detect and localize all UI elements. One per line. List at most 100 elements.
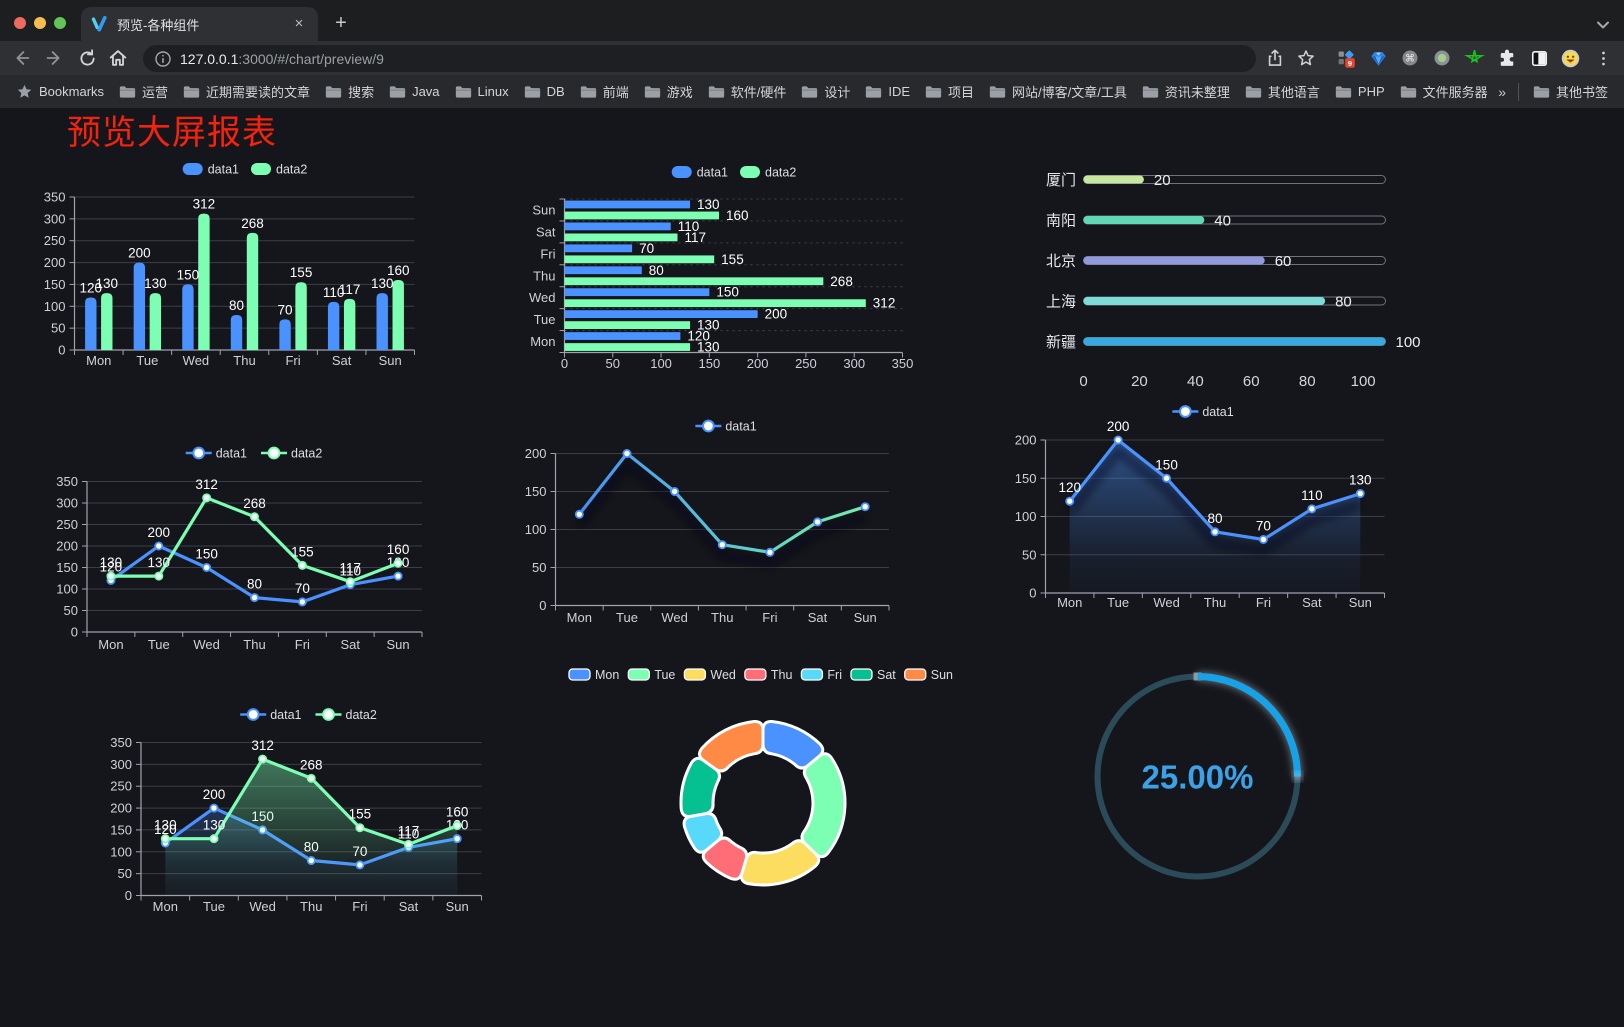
svg-text:Tue: Tue xyxy=(136,353,158,368)
browser-menu-icon[interactable] xyxy=(1589,44,1617,72)
svg-text:Tue: Tue xyxy=(616,610,638,625)
other-bookmarks[interactable]: 其他书签 xyxy=(1527,79,1614,104)
svg-text:110: 110 xyxy=(398,826,420,841)
tab-close-icon[interactable]: × xyxy=(294,15,304,32)
bookmarks-separator xyxy=(1517,82,1519,101)
chart-legend[interactable]: data1 data2 xyxy=(240,708,377,722)
chart-bar-vertical[interactable]: 0 50 100 150 200 250 300 350 Mon Tue Wed Thu Fri Sat S… xyxy=(20,150,512,382)
browser-tab[interactable]: 预览-各种组件 × xyxy=(81,7,318,41)
bookmark-folder-6[interactable]: 前端 xyxy=(574,79,635,104)
chart-area-single[interactable]: 0 50 100 150 200 Mon Tue Wed Thu Fri Sat Sun 120 200 1… xyxy=(998,393,1462,625)
svg-text:350: 350 xyxy=(44,190,66,205)
bookmarks-overflow-chevron[interactable]: » xyxy=(1498,83,1506,100)
extension-dark-mode-icon[interactable] xyxy=(1525,44,1553,72)
home-button[interactable] xyxy=(104,44,132,72)
bookmark-folder-10[interactable]: IDE xyxy=(859,81,916,102)
chart-legend[interactable]: Mon Tue Wed Thu Fri Sat Sun xyxy=(568,668,953,682)
svg-text:300: 300 xyxy=(56,496,78,511)
bookmark-folder-7[interactable]: 游戏 xyxy=(638,79,699,104)
bookmark-folder-12[interactable]: 网站/博客/文章/工具 xyxy=(983,79,1133,104)
address-bar[interactable]: 127.0.0.1:3000/#/chart/preview/9 xyxy=(143,45,1256,72)
page-content: 预览大屏报表 0 50 100 150 200 250 300 350 Mon Tue Wed Thu… xyxy=(0,108,1624,1027)
svg-text:Sat: Sat xyxy=(332,353,352,368)
bookmark-folder-label: 网站/博客/文章/工具 xyxy=(1012,85,1127,100)
chart-bar-horizontal[interactable]: Mon Tue Wed Thu Fri Sat Sun 0 50 100 150 200 250 300 3… xyxy=(518,150,964,382)
bookmark-folder-1[interactable]: 近期需要读的文章 xyxy=(177,79,316,104)
svg-text:Wed: Wed xyxy=(529,290,556,305)
bookmark-folder-16[interactable]: 文件服务器 xyxy=(1394,79,1494,104)
tab-search-chevron-icon[interactable] xyxy=(1596,17,1610,29)
chart-legend[interactable]: data1 xyxy=(695,420,757,434)
close-window-button[interactable] xyxy=(14,17,26,29)
chart-progress-bars[interactable]: 厦门 20 南阳 40 北京 60 上海 80 新疆 100 0 20 40 60 80 100 xyxy=(1018,150,1520,402)
bookmark-folder-14[interactable]: 其他语言 xyxy=(1239,79,1326,104)
svg-text:130: 130 xyxy=(148,555,171,570)
chart-area-two-series[interactable]: 0 50 100 150 200 250 300 350 Mon Tue Wed Thu Fri Sat S… xyxy=(88,688,552,928)
bookmark-folder-0[interactable]: 运营 xyxy=(113,79,174,104)
minimize-window-button[interactable] xyxy=(34,17,46,29)
bookmark-folder-5[interactable]: DB xyxy=(518,81,571,102)
chart-donut-pie[interactable]: Mon Tue Wed Thu Fri Sat Sun xyxy=(558,653,982,907)
chart-legend[interactable]: data1 data2 xyxy=(182,163,308,177)
svg-text:150: 150 xyxy=(699,356,721,371)
extension-badge-count: 9 xyxy=(1347,58,1351,67)
svg-text:268: 268 xyxy=(300,757,323,772)
share-icon[interactable] xyxy=(1261,44,1289,72)
bookmark-apps[interactable]: Bookmarks xyxy=(10,80,110,103)
svg-text:80: 80 xyxy=(1299,373,1316,390)
svg-text:350: 350 xyxy=(56,474,78,489)
extension-emoji-icon[interactable] xyxy=(1556,44,1584,72)
folder-icon xyxy=(1400,85,1417,99)
svg-text:Thu: Thu xyxy=(300,899,322,914)
bookmark-folder-8[interactable]: 软件/硬件 xyxy=(702,79,793,104)
svg-text:250: 250 xyxy=(56,517,78,532)
svg-text:Fri: Fri xyxy=(762,610,777,625)
bookmark-folder-2[interactable]: 搜索 xyxy=(319,79,380,104)
svg-text:200: 200 xyxy=(110,801,132,816)
svg-text:150: 150 xyxy=(716,285,739,300)
page-title: 预览大屏报表 xyxy=(67,114,277,152)
bookmark-folder-11[interactable]: 项目 xyxy=(919,79,980,104)
bookmark-star-icon[interactable] xyxy=(1292,44,1320,72)
svg-text:200: 200 xyxy=(1107,419,1130,434)
bookmark-folder-4[interactable]: Linux xyxy=(449,81,515,102)
bookmark-folder-13[interactable]: 资讯未整理 xyxy=(1136,79,1236,104)
chart-legend[interactable]: data1 xyxy=(1172,405,1234,419)
new-tab-button[interactable]: + xyxy=(335,12,347,34)
extension-gem-icon[interactable] xyxy=(1364,44,1392,72)
extension-green-star-icon[interactable] xyxy=(1460,44,1488,72)
bookmark-folder-3[interactable]: Java xyxy=(383,81,445,102)
extensions-puzzle-icon[interactable] xyxy=(1493,44,1521,72)
chart-gauge-progress[interactable]: 25.00% xyxy=(1068,643,1332,913)
svg-text:312: 312 xyxy=(873,296,896,311)
forward-button[interactable] xyxy=(40,44,68,72)
svg-text:130: 130 xyxy=(96,276,119,291)
chart-line-two-series[interactable]: 0 50 100 150 200 250 300 350 Mon Tue Wed Thu Fri Sat S… xyxy=(38,428,502,672)
pie-slices xyxy=(679,719,847,887)
svg-text:data2: data2 xyxy=(291,447,322,461)
bookmark-folder-9[interactable]: 设计 xyxy=(795,79,856,104)
bookmark-folder-15[interactable]: PHP xyxy=(1329,81,1391,102)
chart-line-gradient[interactable]: 0 50 100 150 200 Mon Tue Wed Thu Fri Sat Sun data1 xyxy=(518,398,964,640)
svg-text:Fri: Fri xyxy=(285,353,300,368)
chart-legend[interactable]: data1 data2 xyxy=(185,447,323,461)
site-info-icon[interactable] xyxy=(155,50,171,67)
svg-text:300: 300 xyxy=(110,757,132,772)
folder-icon xyxy=(644,85,661,99)
extension-command-icon[interactable]: ⌘ xyxy=(1396,44,1424,72)
zoom-window-button[interactable] xyxy=(54,17,66,29)
browser-toolbar: 127.0.0.1:3000/#/chart/preview/9 9 ⌘ xyxy=(0,41,1624,75)
url-text[interactable]: 127.0.0.1:3000/#/chart/preview/9 xyxy=(180,51,384,67)
svg-text:100: 100 xyxy=(1015,509,1037,524)
svg-text:data1: data1 xyxy=(697,166,728,180)
extension-record-icon[interactable] xyxy=(1428,44,1456,72)
bookmarks-star-icon xyxy=(16,83,33,100)
svg-text:100: 100 xyxy=(1351,373,1376,390)
reload-button[interactable] xyxy=(73,44,101,72)
svg-text:data1: data1 xyxy=(270,708,301,722)
back-button[interactable] xyxy=(8,44,36,72)
folder-icon xyxy=(455,85,472,99)
svg-text:350: 350 xyxy=(892,356,914,371)
extension-tag-manager-icon[interactable]: 9 xyxy=(1332,44,1360,72)
chart-legend[interactable]: data1 data2 xyxy=(671,166,797,180)
